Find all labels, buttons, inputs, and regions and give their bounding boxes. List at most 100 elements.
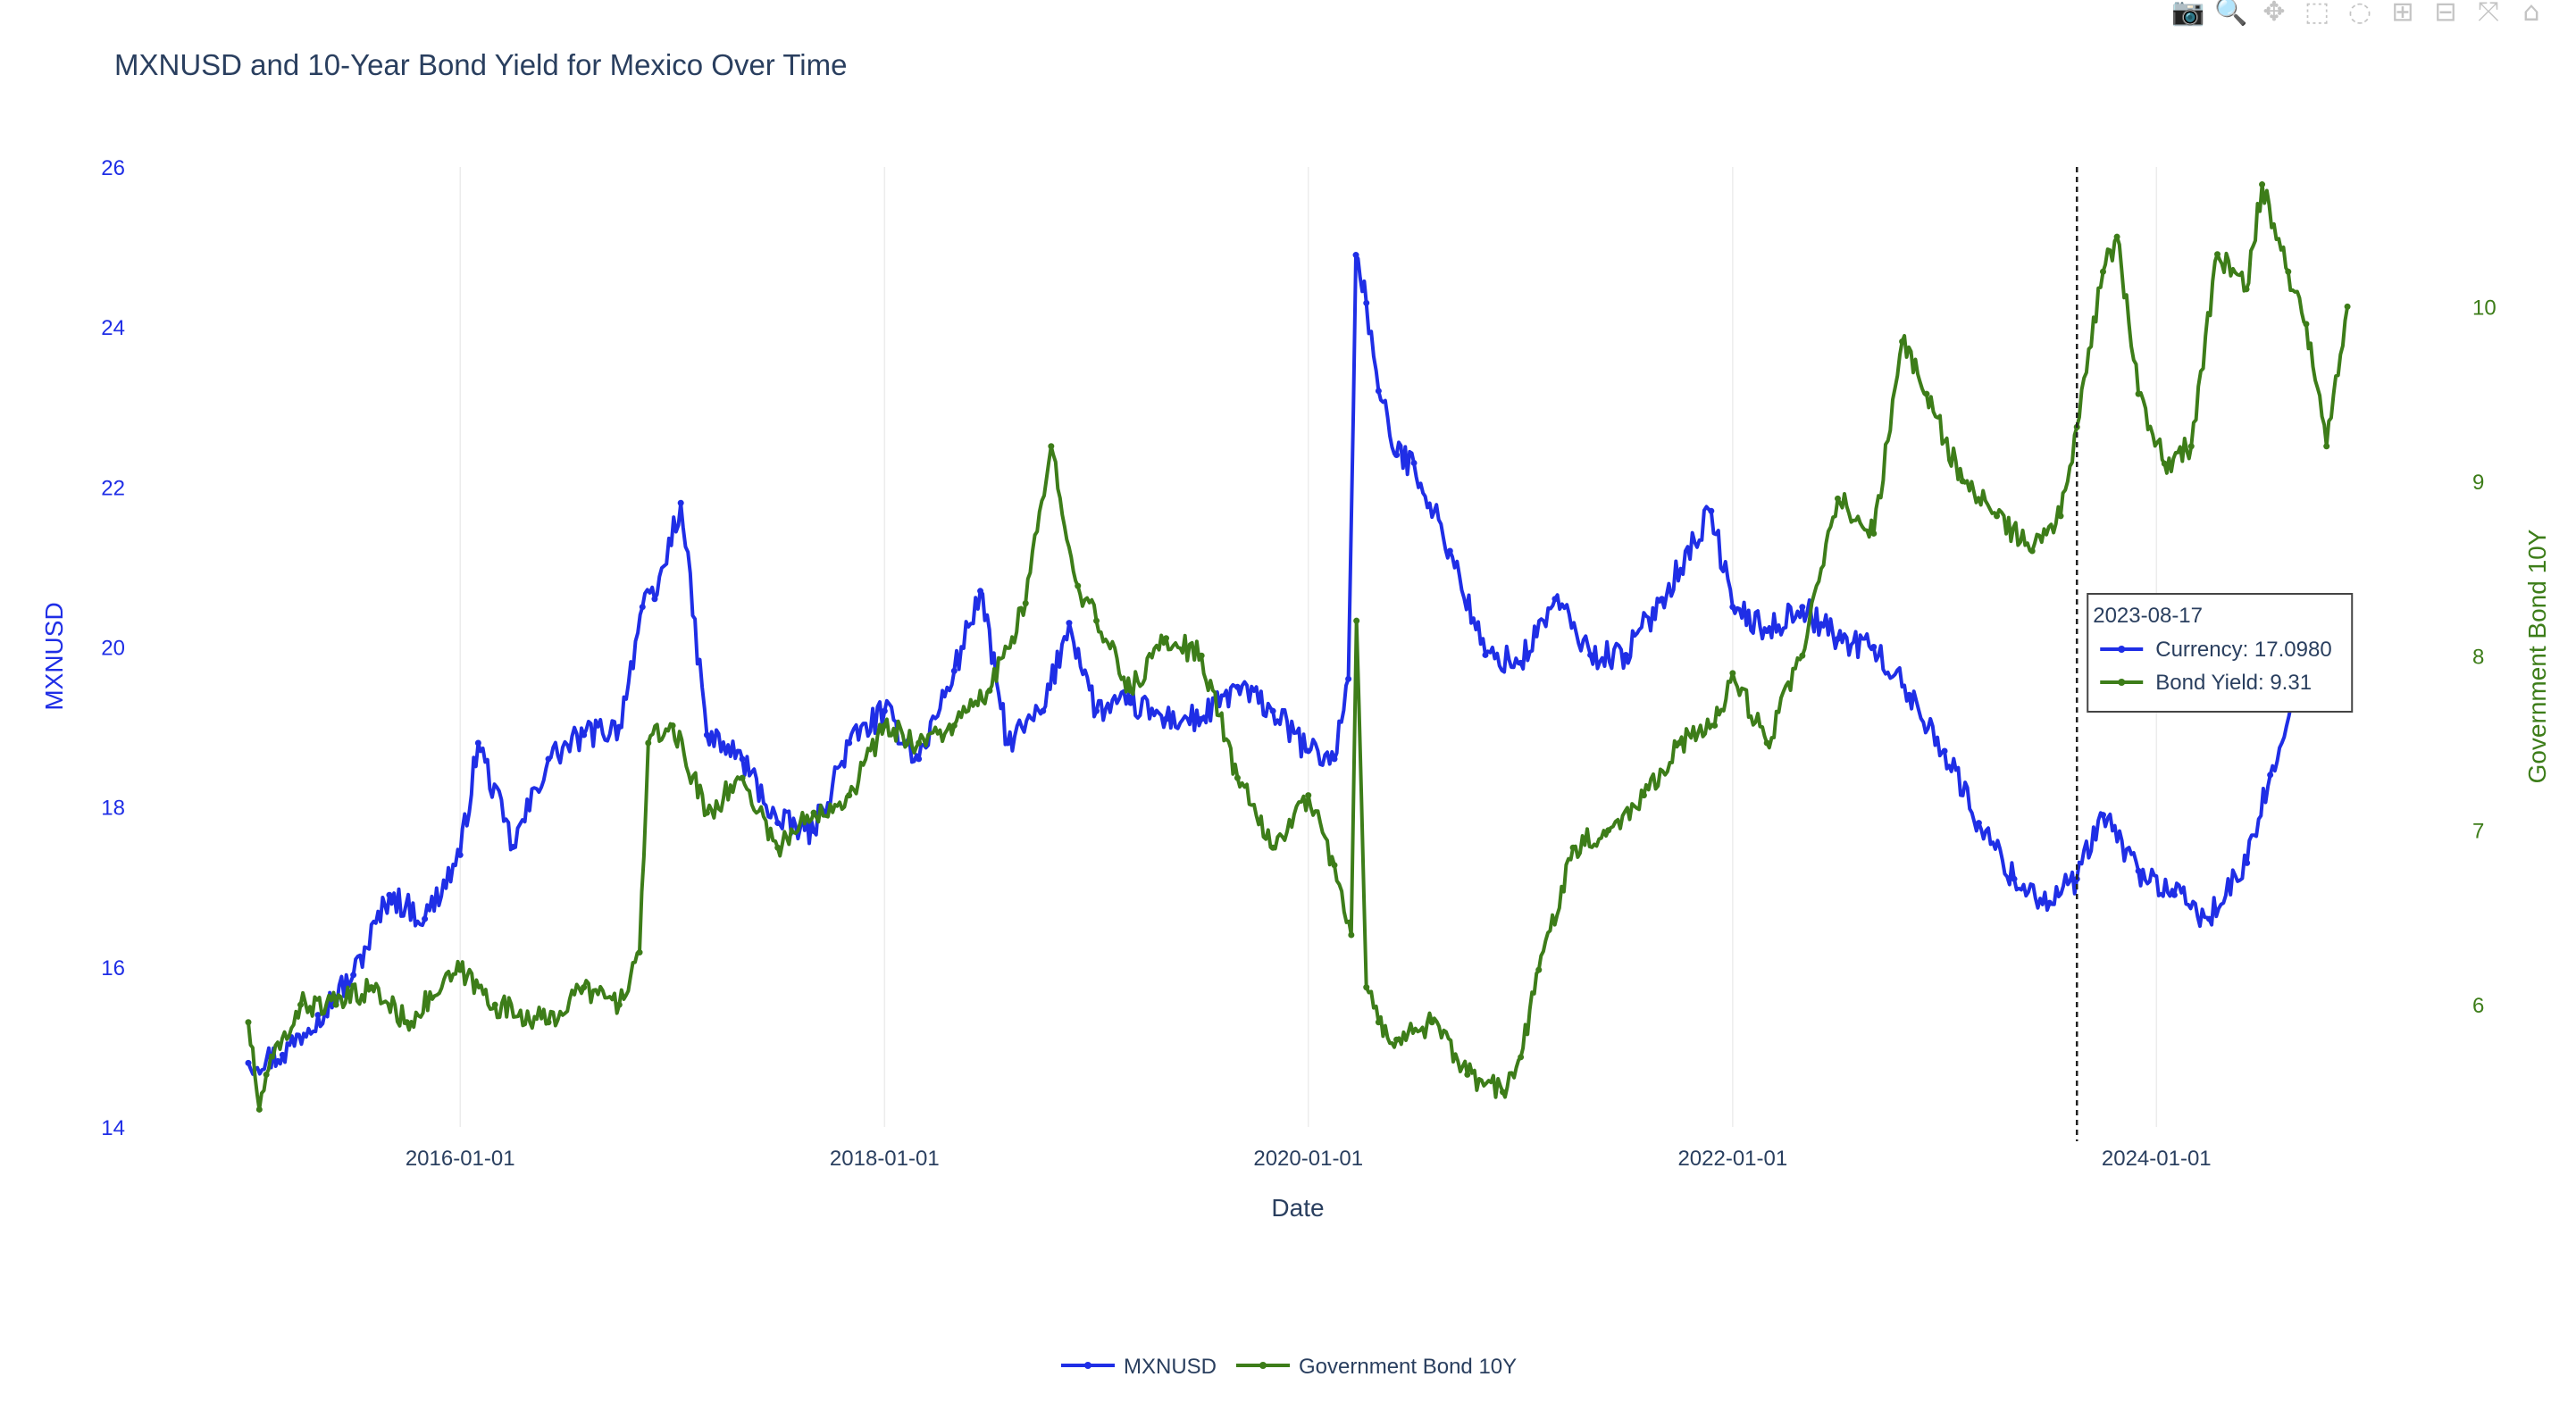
data-point bbox=[615, 1001, 623, 1008]
y-tick-label: 26 bbox=[101, 156, 125, 180]
data-point bbox=[2243, 286, 2250, 293]
zoom-icon[interactable]: 🔍 bbox=[2214, 0, 2248, 28]
data-point bbox=[669, 722, 676, 729]
data-point bbox=[774, 820, 782, 827]
zoom-out-icon[interactable]: ⊟ bbox=[2434, 0, 2457, 28]
y2-tick-label: 8 bbox=[2472, 645, 2484, 669]
data-point bbox=[2099, 268, 2106, 275]
data-point bbox=[1799, 652, 1806, 659]
tooltip-swatch-dot bbox=[2118, 646, 2126, 653]
data-point bbox=[1004, 739, 1011, 747]
data-point bbox=[456, 966, 464, 973]
series-line-0[interactable] bbox=[247, 253, 2344, 1076]
x-tick-label: 2022-01-01 bbox=[1677, 1147, 1787, 1171]
data-point bbox=[2259, 181, 2266, 188]
data-point bbox=[1127, 699, 1134, 706]
data-point bbox=[1022, 600, 1029, 607]
data-point bbox=[1569, 844, 1577, 851]
data-point bbox=[639, 604, 646, 611]
box-select-icon[interactable]: ⬚ bbox=[2304, 0, 2330, 28]
data-point bbox=[977, 588, 984, 595]
data-point bbox=[2303, 321, 2310, 328]
data-point bbox=[703, 809, 710, 816]
data-point bbox=[1393, 1036, 1401, 1043]
zoom-in-icon[interactable]: ⊞ bbox=[2391, 0, 2414, 28]
data-point bbox=[1066, 620, 1073, 627]
data-point bbox=[1763, 628, 1770, 635]
data-point bbox=[1269, 844, 1276, 851]
gridlines bbox=[459, 167, 2158, 1127]
data-point bbox=[2057, 513, 2064, 520]
data-point bbox=[2244, 859, 2251, 866]
data-point bbox=[1075, 582, 1082, 589]
legend[interactable]: MXNUSD Government Bond 10Y bbox=[1061, 1355, 1517, 1379]
pan-icon[interactable]: ✥ bbox=[2262, 0, 2286, 28]
data-point bbox=[2011, 875, 2018, 882]
data-point bbox=[810, 828, 817, 835]
data-point bbox=[2214, 251, 2221, 258]
data-point bbox=[1127, 687, 1134, 694]
data-point bbox=[1834, 495, 1841, 502]
data-point bbox=[1363, 984, 1370, 991]
data-point bbox=[950, 722, 958, 729]
x-tick-label: 2016-01-01 bbox=[406, 1147, 515, 1171]
y-axis-ticks: 14 16 18 20 22 24 26 bbox=[101, 156, 125, 1140]
data-point bbox=[245, 1059, 252, 1066]
data-point bbox=[1518, 659, 1525, 666]
data-point bbox=[1353, 617, 1360, 624]
y-tick-label: 16 bbox=[101, 956, 125, 981]
y-tick-label: 14 bbox=[101, 1116, 125, 1140]
legend-item-0[interactable]: MXNUSD bbox=[1061, 1355, 1217, 1379]
reset-axes-icon[interactable]: ⌂ bbox=[2522, 0, 2540, 28]
data-point bbox=[739, 755, 746, 763]
data-point bbox=[1375, 1019, 1382, 1026]
data-point bbox=[2161, 460, 2168, 467]
data-point bbox=[1899, 338, 1906, 345]
data-point bbox=[1348, 931, 1355, 939]
x-axis-label: Date bbox=[1271, 1194, 1324, 1222]
data-point bbox=[255, 1106, 263, 1113]
data-point bbox=[645, 739, 652, 747]
y-tick-label: 24 bbox=[101, 316, 125, 340]
series-layer bbox=[245, 181, 2351, 1113]
y2-tick-label: 10 bbox=[2472, 296, 2497, 320]
x-axis-ticks: 2016-01-01 2018-01-01 2020-01-01 2022-01-01… bbox=[406, 1147, 2212, 1171]
data-point bbox=[986, 687, 993, 694]
data-point bbox=[1994, 513, 2001, 520]
autoscale-icon[interactable]: ⤧ bbox=[2478, 0, 2499, 28]
camera-icon[interactable]: 📷 bbox=[2171, 0, 2205, 28]
data-point bbox=[1375, 388, 1382, 395]
data-point bbox=[509, 843, 516, 850]
data-point bbox=[1659, 596, 1666, 603]
data-point bbox=[881, 722, 888, 729]
data-point bbox=[2267, 772, 2274, 779]
data-point bbox=[1518, 1054, 1525, 1061]
lasso-select-icon[interactable]: ◌ bbox=[2347, 0, 2372, 28]
chart-title: MXNUSD and 10-Year Bond Yield for Mexico… bbox=[114, 48, 847, 81]
data-point bbox=[1729, 604, 1736, 611]
data-point bbox=[1198, 652, 1205, 659]
data-point bbox=[1905, 691, 1912, 698]
data-point bbox=[368, 984, 375, 991]
y-tick-label: 22 bbox=[101, 476, 125, 500]
legend-swatch-dot bbox=[1084, 1362, 1091, 1369]
data-point bbox=[2344, 303, 2351, 310]
x-tick-label: 2018-01-01 bbox=[830, 1147, 940, 1171]
series-line-1[interactable] bbox=[247, 182, 2350, 1112]
data-point bbox=[279, 1051, 286, 1058]
data-point bbox=[1975, 820, 1982, 827]
data-point bbox=[1923, 390, 1930, 397]
legend-item-1[interactable]: Government Bond 10Y bbox=[1236, 1355, 1517, 1379]
tooltip-date: 2023-08-17 bbox=[2093, 604, 2203, 628]
data-point bbox=[703, 731, 710, 739]
tooltip-entry: Currency: 17.0980 bbox=[2155, 638, 2331, 662]
data-point bbox=[1393, 452, 1401, 458]
data-point bbox=[491, 1001, 498, 1008]
data-point bbox=[2205, 915, 2212, 922]
data-point bbox=[1234, 774, 1241, 781]
data-point bbox=[1676, 739, 1683, 747]
legend-label: MXNUSD bbox=[1124, 1355, 1217, 1379]
data-point bbox=[1729, 670, 1736, 677]
data-point bbox=[1093, 617, 1100, 624]
